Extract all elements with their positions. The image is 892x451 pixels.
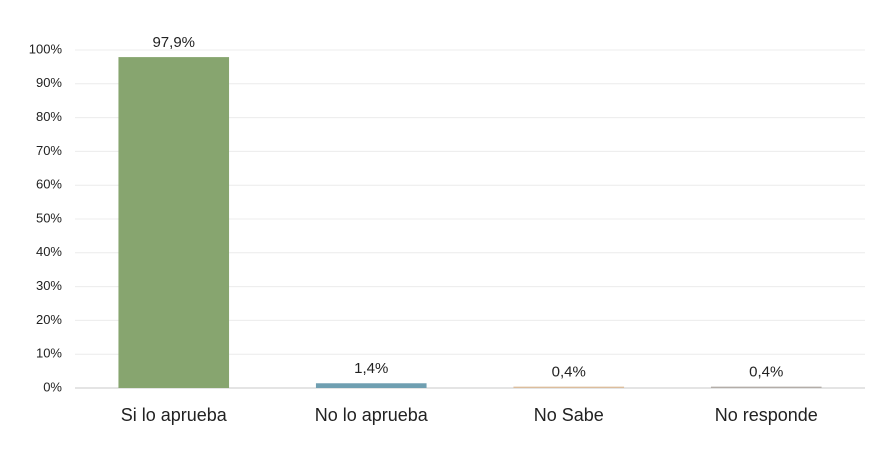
y-tick-label: 0% <box>43 379 62 394</box>
value-label: 97,9% <box>152 34 195 51</box>
x-tick-label: Si lo aprueba <box>121 405 228 425</box>
y-tick-label: 80% <box>36 109 62 124</box>
x-tick-label: No Sabe <box>534 405 604 425</box>
y-tick-label: 10% <box>36 346 62 361</box>
y-tick-label: 40% <box>36 244 62 259</box>
y-tick-label: 50% <box>36 210 62 225</box>
y-tick-label: 90% <box>36 75 62 90</box>
y-tick-label: 100% <box>29 41 63 56</box>
y-tick-label: 70% <box>36 143 62 158</box>
y-tick-label: 60% <box>36 177 62 192</box>
value-label: 0,4% <box>749 364 783 381</box>
y-tick-label: 30% <box>36 278 62 293</box>
bar <box>118 57 230 389</box>
bar <box>315 383 427 388</box>
value-label: 0,4% <box>552 364 586 381</box>
bar <box>710 386 822 388</box>
value-label: 1,4% <box>354 360 388 377</box>
y-tick-label: 20% <box>36 312 62 327</box>
x-tick-label: No lo aprueba <box>315 405 429 425</box>
bar <box>513 386 625 388</box>
x-tick-label: No responde <box>715 405 818 425</box>
